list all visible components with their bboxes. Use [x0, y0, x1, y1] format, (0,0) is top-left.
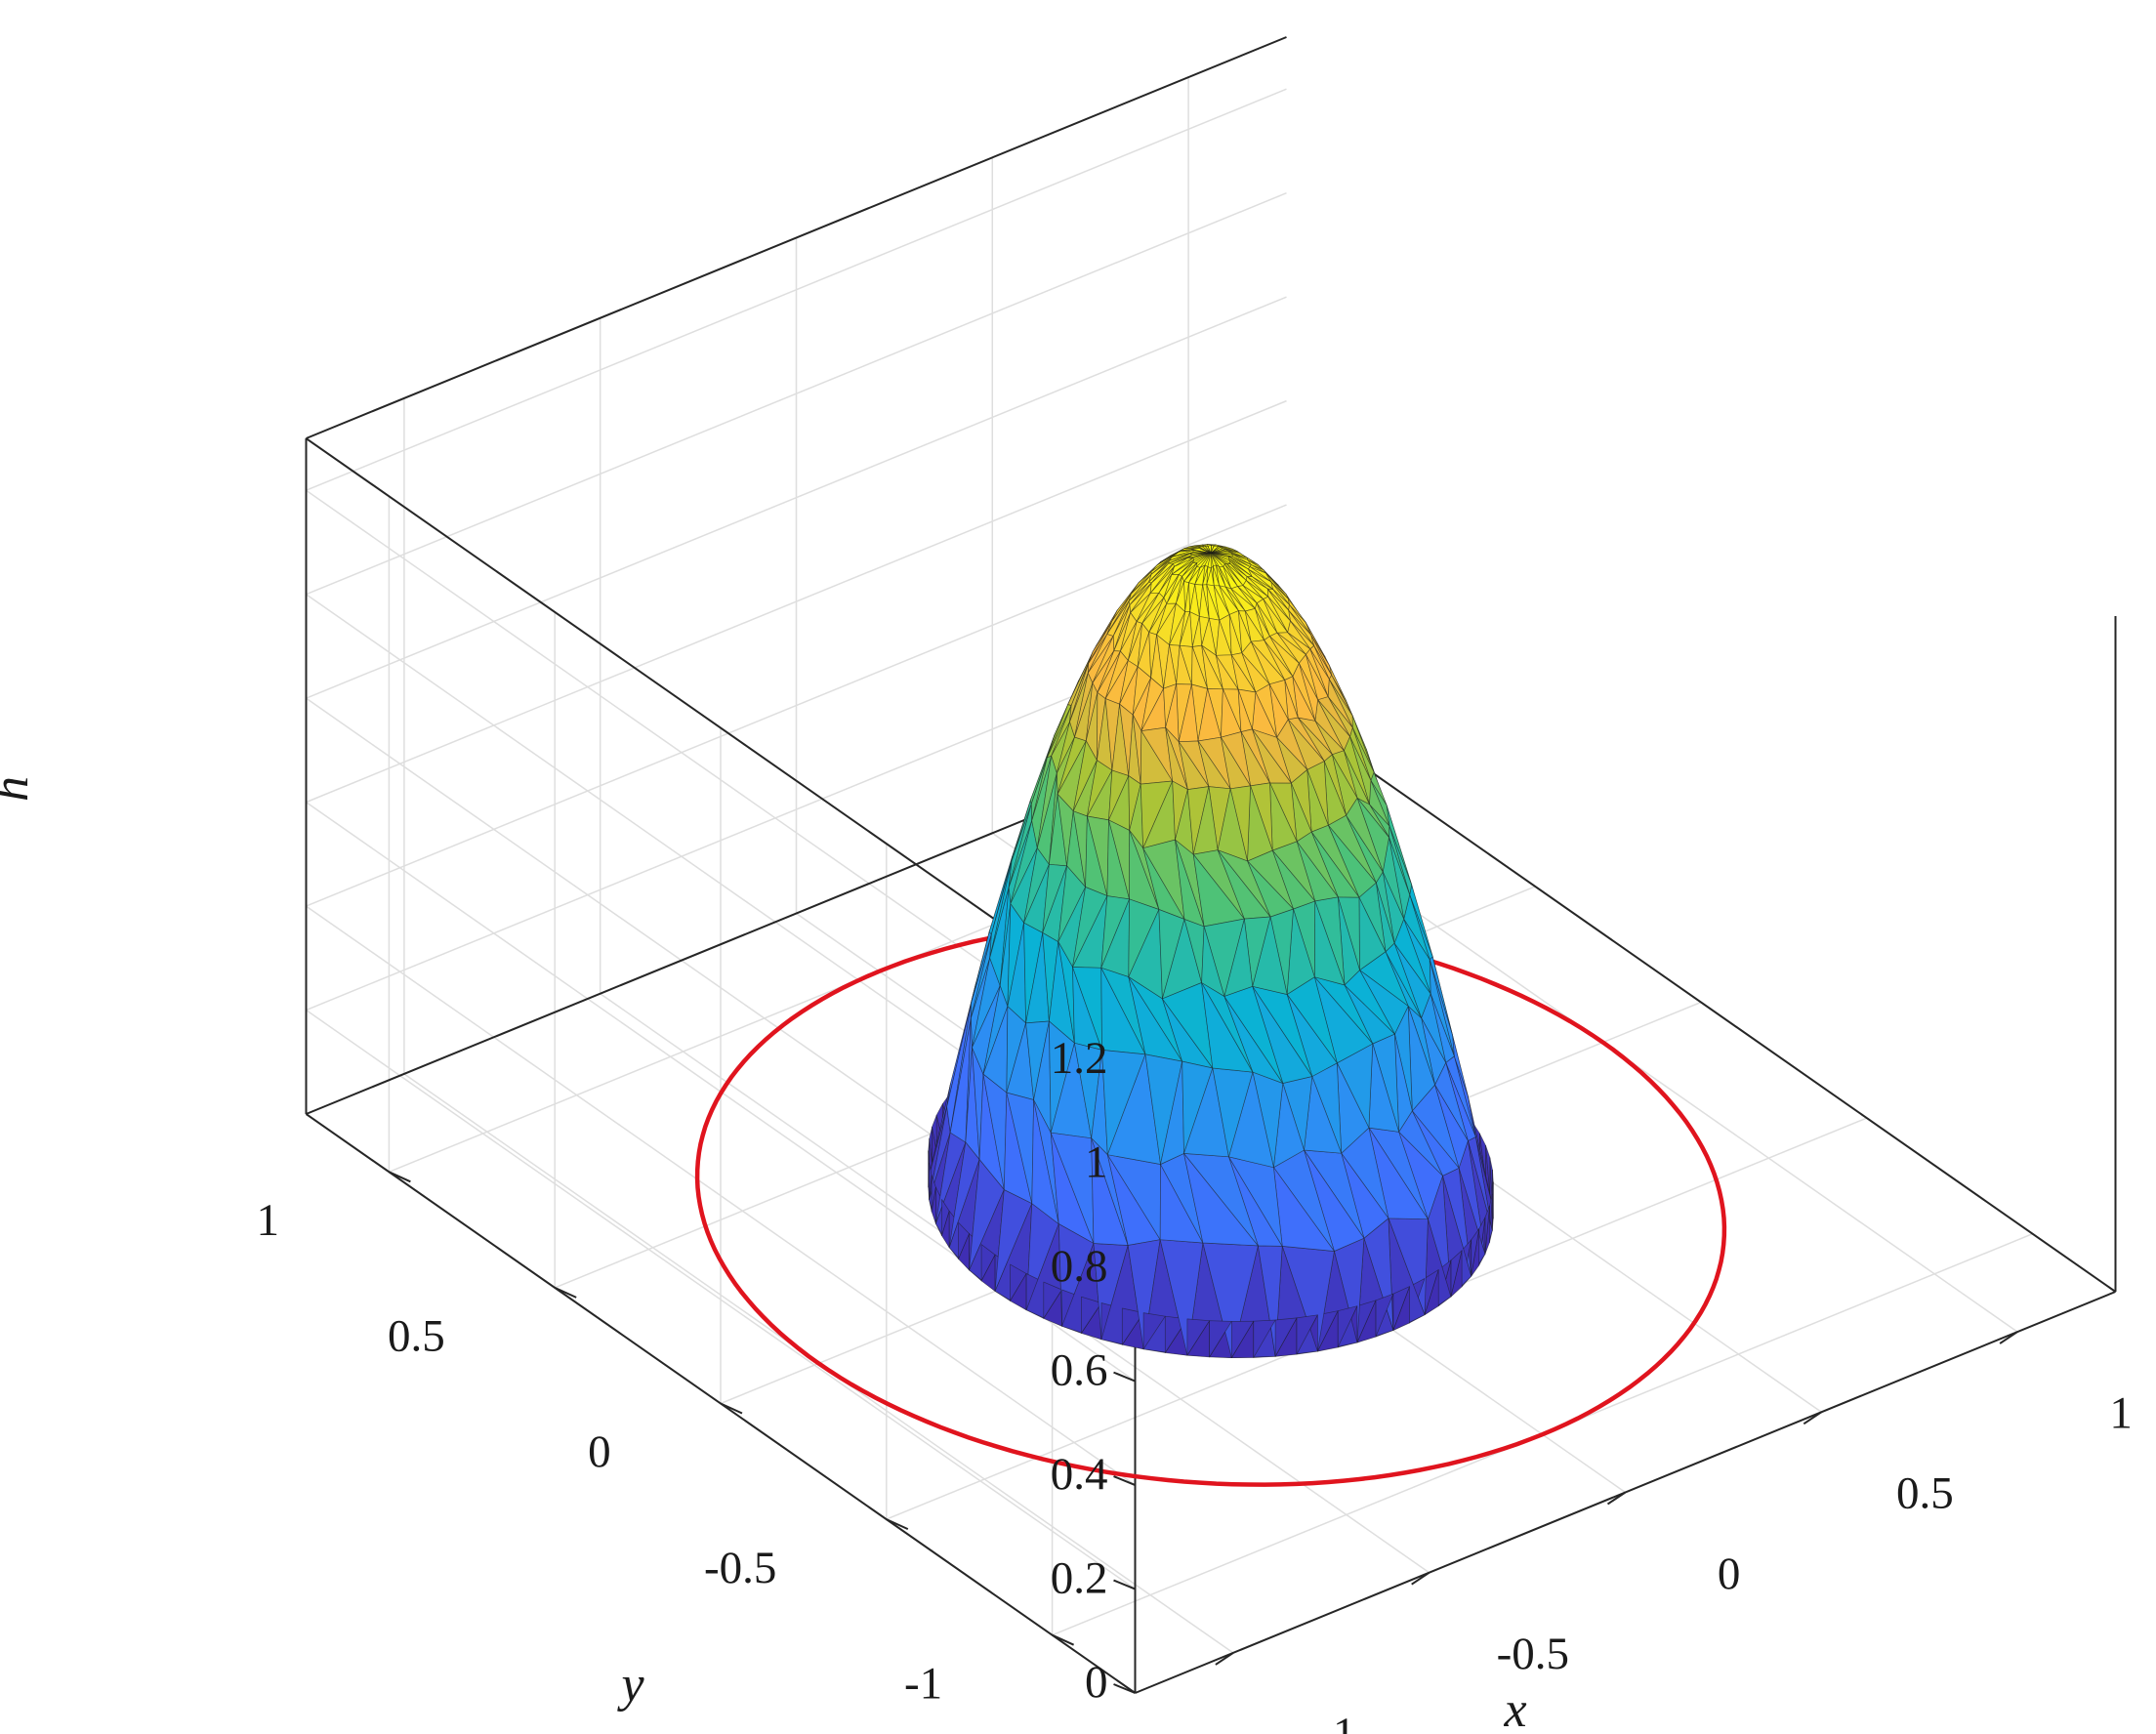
z-tick-label: 1.2 — [1051, 1033, 1108, 1084]
tick-labels: -1 -0.5 0 0.5 1 -1 -0.5 0 0.5 1 0 0.2 0.4 0.6 0.8 1 1.2 — [256, 1033, 2132, 1734]
y-tick-label: 0 — [588, 1426, 611, 1477]
surface-facet — [1210, 547, 1221, 554]
surface-facet — [1192, 550, 1212, 554]
left-wall-gridline-h — [306, 1009, 1136, 1590]
surface-facet — [1274, 1317, 1298, 1357]
z-tick-label: 0.8 — [1051, 1241, 1108, 1292]
surface-facet — [1210, 553, 1233, 556]
surface-facet — [1198, 546, 1212, 554]
left-wall-gridline-h — [306, 905, 1136, 1486]
y-axis-label: y — [616, 1657, 644, 1713]
surface-facet — [1204, 545, 1212, 554]
surface-facet — [1210, 552, 1231, 554]
x-tick — [1803, 1411, 1822, 1425]
surface-facet — [1198, 548, 1212, 554]
y-tick — [1052, 1633, 1075, 1646]
y-tick — [720, 1402, 743, 1415]
surface-facet — [1191, 553, 1212, 557]
y-tick — [886, 1518, 909, 1531]
x-tick — [1215, 1652, 1234, 1666]
y-tick-label: 1 — [256, 1195, 279, 1246]
surface-facet — [1296, 1314, 1318, 1355]
y-tick — [388, 1171, 411, 1183]
surface-facet — [1189, 553, 1212, 555]
x-tick — [1411, 1571, 1430, 1586]
z-tick-label: 0.6 — [1051, 1345, 1108, 1396]
x-tick-label: -0.5 — [1497, 1629, 1569, 1679]
surface-facet — [1186, 1318, 1210, 1356]
surface-facet — [1210, 545, 1215, 554]
x-axis-label: x — [1503, 1682, 1526, 1734]
box-edge-top-right — [306, 36, 1287, 439]
y-tick-label: -0.5 — [704, 1543, 776, 1593]
surface-facet — [1230, 1320, 1255, 1359]
right-wall-gridline-h — [306, 504, 1287, 907]
right-wall-gridline-h — [306, 88, 1287, 491]
z-tick — [1113, 1371, 1136, 1383]
z-tick-label: 1 — [1085, 1137, 1108, 1188]
surface-facet — [1210, 550, 1228, 554]
x-tick-label: 0 — [1718, 1548, 1741, 1599]
z-tick — [1113, 1683, 1136, 1694]
surface-facet — [1253, 1319, 1276, 1358]
z-tick-label: 0.2 — [1051, 1553, 1108, 1604]
x-tick-label: 1 — [2109, 1387, 2133, 1438]
z-tick — [1113, 1475, 1136, 1487]
right-wall-gridline-h — [306, 399, 1287, 804]
y-tick-label: 0.5 — [388, 1311, 445, 1362]
surface-facet — [1210, 546, 1220, 554]
right-wall-gridline-h — [306, 192, 1287, 596]
surface-facet — [1081, 1296, 1102, 1334]
surface-facet — [1121, 1307, 1144, 1345]
x-tick-label: 0.5 — [1896, 1468, 1954, 1519]
box-edge-right-floor — [1285, 712, 2117, 1293]
x-tick-label: -1 — [1317, 1709, 1355, 1734]
y-tick — [554, 1286, 577, 1299]
surface-facet — [1210, 545, 1212, 554]
surface-facet — [1201, 926, 1225, 997]
z-axis-label: h — [0, 776, 39, 802]
surface-facet — [1210, 548, 1223, 554]
surface-facet — [1142, 1312, 1166, 1350]
z-tick-label: 0.4 — [1051, 1449, 1108, 1500]
x-tick — [1606, 1491, 1627, 1506]
x-tick — [1999, 1331, 2018, 1344]
surface-facet — [1207, 546, 1212, 554]
surface-facet — [1210, 549, 1226, 554]
surface-layer — [928, 544, 1494, 1359]
right-wall-gridline-h — [306, 296, 1287, 699]
z-tick — [1113, 1579, 1136, 1590]
surface-facet — [1209, 1320, 1232, 1358]
surface-facet — [1192, 552, 1212, 554]
surface-facet — [1202, 546, 1212, 554]
y-tick-label: -1 — [904, 1658, 942, 1709]
z-tick-label: 0 — [1085, 1657, 1108, 1708]
